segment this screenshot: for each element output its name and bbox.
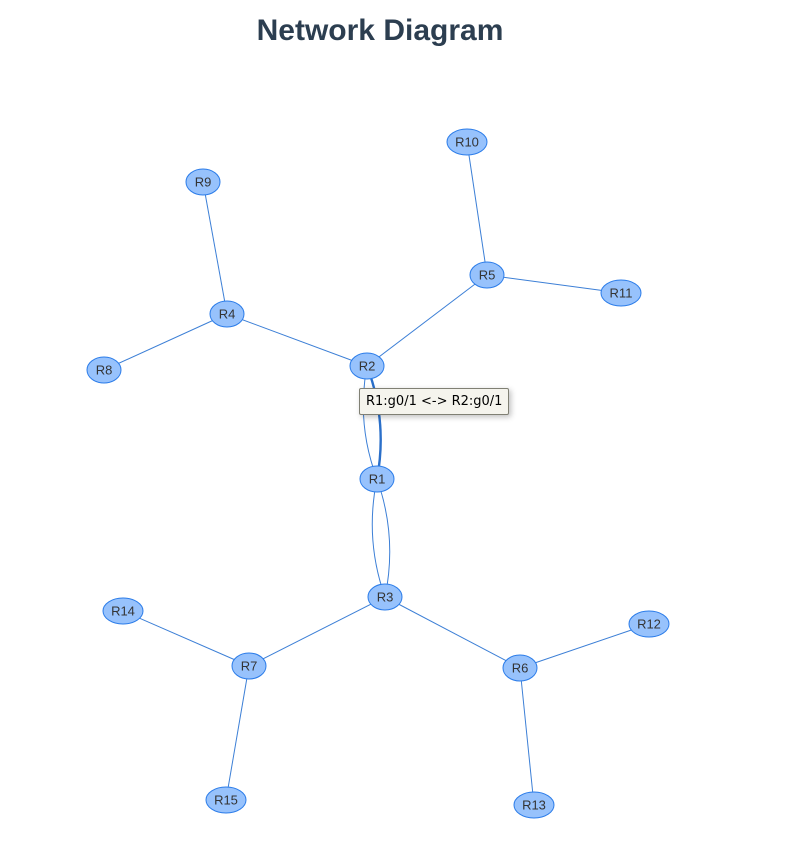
node-r11[interactable]: R11 <box>600 279 642 307</box>
node-r9[interactable]: R9 <box>185 168 221 196</box>
edge-r7-r15[interactable] <box>225 665 250 801</box>
node-label: R2 <box>359 359 376 374</box>
node-shape <box>628 610 670 638</box>
edge-r1-r2[interactable]: R1:g0/1 <-> R2:g0/1 <box>365 365 382 480</box>
edge-r1-r2[interactable] <box>362 365 378 480</box>
node-r5[interactable]: R5 <box>469 261 505 289</box>
node-shape <box>209 300 245 328</box>
edge-r2-r5[interactable] <box>366 274 488 367</box>
node-r14[interactable]: R14 <box>102 597 144 625</box>
node-label: R9 <box>195 175 212 190</box>
edge-r1-r3[interactable] <box>371 478 386 598</box>
edge-r3-r6[interactable] <box>384 596 521 669</box>
node-r13[interactable]: R13 <box>513 791 555 819</box>
node-r10[interactable]: R10 <box>446 128 488 156</box>
node-shape <box>86 356 122 384</box>
node-label: R4 <box>219 307 236 322</box>
node-label: R10 <box>455 135 479 150</box>
node-layer: R1 R2 R3 R4 R5 R6 R7 R8 R9 R10 R11 R12 R13 R14 R15 <box>86 128 670 819</box>
node-r4[interactable]: R4 <box>209 300 245 328</box>
node-r7[interactable]: R7 <box>231 652 267 680</box>
node-label: R1 <box>369 472 386 487</box>
edge-r2-r4[interactable] <box>226 313 368 367</box>
node-shape <box>446 128 488 156</box>
node-shape <box>513 791 555 819</box>
node-shape <box>367 583 403 611</box>
node-label: R5 <box>479 268 496 283</box>
node-label: R6 <box>512 661 529 676</box>
node-label: R3 <box>377 590 394 605</box>
node-label: R13 <box>522 798 546 813</box>
edge-r5-r10[interactable] <box>466 141 488 276</box>
edge-r6-r13[interactable] <box>519 667 535 806</box>
node-label: R14 <box>111 604 135 619</box>
edge-tooltip: R1:g0/1 <-> R2:g0/1 <box>359 388 510 415</box>
node-label: R11 <box>610 286 633 301</box>
node-label: R7 <box>241 659 258 674</box>
edge-r6-r12[interactable] <box>519 623 650 669</box>
node-shape <box>469 261 505 289</box>
node-label: R8 <box>96 363 113 378</box>
node-shape <box>600 279 642 307</box>
node-label: R12 <box>637 617 661 632</box>
node-shape <box>205 786 247 814</box>
edge-r1-r3[interactable] <box>376 478 391 598</box>
edge-r7-r14[interactable] <box>122 610 250 667</box>
node-shape <box>349 352 385 380</box>
node-r1[interactable]: R1 <box>359 465 395 493</box>
edge-r4-r8[interactable] <box>103 313 228 371</box>
node-r3[interactable]: R3 <box>367 583 403 611</box>
node-shape <box>102 597 144 625</box>
node-shape <box>359 465 395 493</box>
edge-r5-r11[interactable] <box>486 274 622 294</box>
node-shape <box>231 652 267 680</box>
edge-r3-r7[interactable] <box>248 596 386 667</box>
page-title: Network Diagram <box>256 14 504 47</box>
node-shape <box>502 654 538 682</box>
node-shape <box>185 168 221 196</box>
node-r12[interactable]: R12 <box>628 610 670 638</box>
node-label: R15 <box>214 793 238 808</box>
node-r6[interactable]: R6 <box>502 654 538 682</box>
edge-r4-r9[interactable] <box>202 181 228 315</box>
node-r8[interactable]: R8 <box>86 356 122 384</box>
node-r15[interactable]: R15 <box>205 786 247 814</box>
node-r2[interactable]: R2 <box>349 352 385 380</box>
